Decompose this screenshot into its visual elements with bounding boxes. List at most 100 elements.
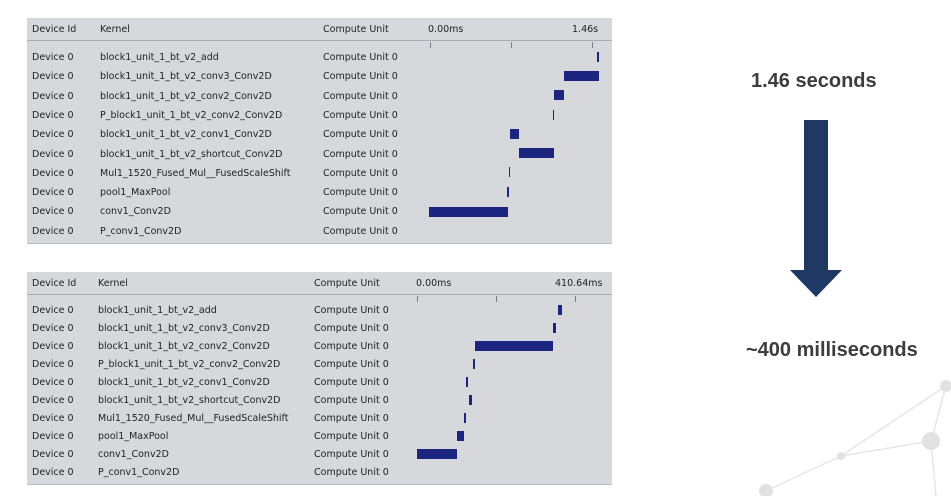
kernel-bar[interactable]: [473, 359, 475, 369]
timeline-header: Device Id Kernel Compute Unit 0.00ms 1.4…: [27, 18, 612, 41]
kernel-row[interactable]: Device 0 block1_unit_1_bt_v2_conv1_Conv2D…: [27, 373, 612, 391]
kernel-bar[interactable]: [417, 449, 457, 459]
time-axis-tick: [496, 296, 497, 302]
kernel-row[interactable]: Device 0 block1_unit_1_bt_v2_shortcut_Con…: [27, 145, 612, 163]
kernel-bar[interactable]: [564, 71, 599, 81]
row-device-id: Device 0: [32, 52, 74, 63]
row-kernel-name: block1_unit_1_bt_v2_conv2_Conv2D: [100, 90, 272, 102]
row-kernel-name: conv1_Conv2D: [98, 449, 169, 460]
time-axis-start-label: 0.00ms: [416, 278, 452, 289]
column-header-kernel[interactable]: Kernel: [100, 24, 130, 35]
row-compute-unit: Compute Unit 0: [323, 90, 398, 102]
row-device-id: Device 0: [32, 90, 74, 102]
kernel-row[interactable]: Device 0 block1_unit_1_bt_v2_conv1_Conv2D…: [27, 125, 612, 143]
row-kernel-name: conv1_Conv2D: [100, 206, 171, 218]
time-axis-start-label: 0.00ms: [428, 24, 464, 35]
kernel-bar[interactable]: [509, 167, 510, 177]
row-device-id: Device 0: [32, 341, 74, 352]
row-device-id: Device 0: [32, 167, 74, 179]
kernel-row[interactable]: Device 0 P_block1_unit_1_bt_v2_conv2_Conv…: [27, 106, 612, 124]
row-compute-unit: Compute Unit 0: [314, 323, 389, 334]
kernel-bar[interactable]: [457, 431, 464, 441]
kernel-bar[interactable]: [597, 52, 599, 62]
column-header-device-id[interactable]: Device Id: [32, 278, 77, 289]
kernel-bar[interactable]: [507, 187, 509, 197]
kernel-row[interactable]: Device 0 P_block1_unit_1_bt_v2_conv2_Conv…: [27, 355, 612, 373]
row-kernel-name: P_block1_unit_1_bt_v2_conv2_Conv2D: [98, 359, 281, 370]
kernel-row[interactable]: Device 0 block1_unit_1_bt_v2_conv2_Conv2D…: [27, 87, 612, 105]
time-axis-tick: [417, 296, 418, 302]
kernel-row[interactable]: Device 0 Mul1_1520_Fused_Mul__FusedScaleS…: [27, 409, 612, 427]
row-compute-unit: Compute Unit 0: [314, 449, 389, 460]
kernel-row[interactable]: Device 0 conv1_Conv2D Compute Unit 0: [27, 445, 612, 463]
kernel-row[interactable]: Device 0 block1_unit_1_bt_v2_conv3_Conv2D…: [27, 67, 612, 85]
row-compute-unit: Compute Unit 0: [323, 109, 398, 121]
time-axis-tick: [430, 42, 431, 48]
row-device-id: Device 0: [32, 467, 74, 478]
kernel-row[interactable]: Device 0 P_conv1_Conv2D Compute Unit 0: [27, 463, 612, 481]
kernel-row[interactable]: Device 0 conv1_Conv2D Compute Unit 0: [27, 202, 612, 220]
kernel-bar[interactable]: [466, 377, 468, 387]
row-device-id: Device 0: [32, 71, 74, 83]
timeline-header: Device Id Kernel Compute Unit 0.00ms 410…: [27, 272, 612, 295]
row-device-id: Device 0: [32, 206, 74, 218]
row-device-id: Device 0: [32, 431, 74, 442]
row-device-id: Device 0: [32, 305, 74, 316]
row-kernel-name: P_conv1_Conv2D: [100, 225, 182, 237]
kernel-bar[interactable]: [429, 207, 508, 217]
row-kernel-name: block1_unit_1_bt_v2_shortcut_Conv2D: [98, 395, 281, 406]
kernel-bar[interactable]: [553, 323, 556, 333]
row-device-id: Device 0: [32, 323, 74, 334]
row-compute-unit: Compute Unit 0: [323, 187, 398, 199]
kernel-bar[interactable]: [464, 413, 466, 423]
row-device-id: Device 0: [32, 109, 74, 121]
kernel-row[interactable]: Device 0 pool1_MaxPool Compute Unit 0: [27, 183, 612, 201]
kernel-bar[interactable]: [558, 305, 562, 315]
row-compute-unit: Compute Unit 0: [314, 359, 389, 370]
row-kernel-name: block1_unit_1_bt_v2_conv1_Conv2D: [98, 377, 270, 388]
kernel-row[interactable]: Device 0 block1_unit_1_bt_v2_add Compute U…: [27, 48, 612, 66]
kernel-row[interactable]: Device 0 block1_unit_1_bt_v2_conv2_Conv2D…: [27, 337, 612, 355]
row-compute-unit: Compute Unit 0: [323, 71, 398, 83]
kernel-bar[interactable]: [553, 110, 554, 120]
kernel-row[interactable]: Device 0 Mul1_1520_Fused_Mul__FusedScaleS…: [27, 164, 612, 182]
kernel-bar[interactable]: [554, 90, 564, 100]
row-compute-unit: Compute Unit 0: [323, 148, 398, 160]
row-kernel-name: block1_unit_1_bt_v2_conv3_Conv2D: [98, 323, 270, 334]
row-device-id: Device 0: [32, 187, 74, 199]
kernel-row[interactable]: Device 0 block1_unit_1_bt_v2_shortcut_Con…: [27, 391, 612, 409]
column-header-device-id[interactable]: Device Id: [32, 24, 77, 35]
column-header-kernel[interactable]: Kernel: [98, 278, 128, 289]
row-device-id: Device 0: [32, 449, 74, 460]
row-device-id: Device 0: [32, 129, 74, 141]
row-compute-unit: Compute Unit 0: [323, 206, 398, 218]
kernel-bar[interactable]: [469, 395, 472, 405]
row-kernel-name: Mul1_1520_Fused_Mul__FusedScaleShift: [98, 413, 289, 424]
row-compute-unit: Compute Unit 0: [314, 377, 389, 388]
kernel-bar[interactable]: [519, 148, 554, 158]
row-device-id: Device 0: [32, 413, 74, 424]
row-compute-unit: Compute Unit 0: [323, 167, 398, 179]
row-compute-unit: Compute Unit 0: [323, 225, 398, 237]
caption-before: 1.46 seconds: [751, 70, 877, 92]
kernel-bar[interactable]: [475, 341, 553, 351]
kernel-row[interactable]: Device 0 P_conv1_Conv2D Compute Unit 0: [27, 222, 612, 240]
row-compute-unit: Compute Unit 0: [323, 52, 398, 63]
kernel-row[interactable]: Device 0 block1_unit_1_bt_v2_add Compute U…: [27, 301, 612, 319]
down-arrow-icon: [790, 120, 842, 297]
row-kernel-name: pool1_MaxPool: [100, 187, 171, 199]
row-kernel-name: Mul1_1520_Fused_Mul__FusedScaleShift: [100, 167, 291, 179]
row-kernel-name: block1_unit_1_bt_v2_shortcut_Conv2D: [100, 148, 283, 160]
row-compute-unit: Compute Unit 0: [314, 395, 389, 406]
row-compute-unit: Compute Unit 0: [314, 467, 389, 478]
kernel-bar[interactable]: [510, 129, 519, 139]
timeline-panel-after: Device Id Kernel Compute Unit 0.00ms 410…: [27, 272, 612, 485]
row-device-id: Device 0: [32, 377, 74, 388]
column-header-compute-unit[interactable]: Compute Unit: [314, 278, 380, 289]
kernel-row[interactable]: Device 0 block1_unit_1_bt_v2_conv3_Conv2D…: [27, 319, 612, 337]
column-header-compute-unit[interactable]: Compute Unit: [323, 24, 389, 35]
row-kernel-name: pool1_MaxPool: [98, 431, 169, 442]
row-compute-unit: Compute Unit 0: [314, 413, 389, 424]
row-compute-unit: Compute Unit 0: [314, 431, 389, 442]
kernel-row[interactable]: Device 0 pool1_MaxPool Compute Unit 0: [27, 427, 612, 445]
